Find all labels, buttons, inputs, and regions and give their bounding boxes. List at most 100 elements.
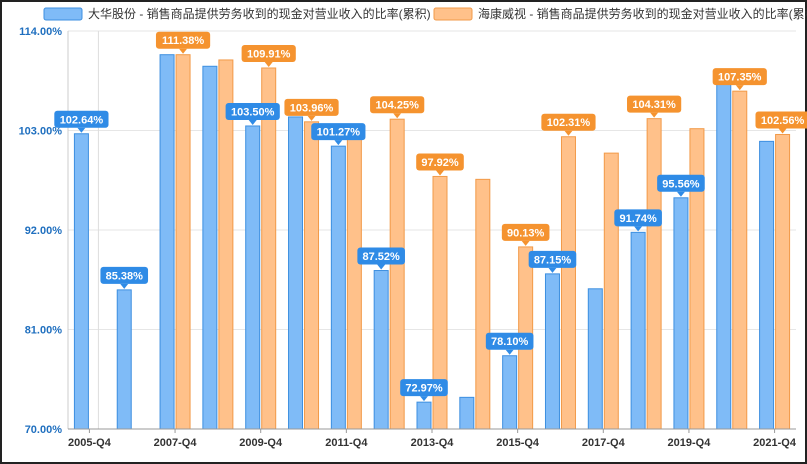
- data-label-box: [370, 96, 425, 114]
- data-label-box: [485, 332, 534, 350]
- bar-s0-6: [330, 145, 346, 430]
- data-label-s0-7: 87.52%: [357, 247, 405, 270]
- data-label-box: [400, 379, 448, 397]
- y-tick-label-0: 70.00%: [25, 424, 63, 436]
- data-label-text: 102.64%: [60, 114, 104, 126]
- legend-item-0: 大华股份 - 销售商品提供劳务收到的现金对营业收入的比率(累积): [43, 6, 431, 21]
- bar-s0-13: [630, 231, 646, 430]
- data-label-text: 87.15%: [534, 254, 572, 266]
- data-label-box: [100, 266, 149, 284]
- data-label-pointer: [248, 119, 257, 125]
- data-label-pointer: [307, 115, 316, 121]
- data-label-s1-13: 104.31%: [627, 95, 682, 118]
- data-label-box: [755, 111, 807, 129]
- bar-s0-12: [587, 288, 603, 430]
- bar-s1-15: [732, 90, 748, 430]
- data-label-s1-7: 104.25%: [370, 96, 425, 119]
- data-label-box: [155, 31, 211, 49]
- data-label-pointer: [436, 170, 444, 176]
- bar-s0-3: [202, 65, 218, 430]
- y-tick-label-1: 81.00%: [25, 325, 63, 337]
- data-label-box: [712, 68, 767, 86]
- bar-s1-12: [603, 152, 619, 430]
- data-labels-layer: 102.64% 85.38% 103.50% 101.27% 87.52% 72.97% 7…: [54, 31, 807, 402]
- data-label-text: 103.50%: [231, 106, 275, 118]
- legend: 大华股份 - 销售商品提供劳务收到的现金对营业收入的比率(累积) 海康威视 - 销…: [43, 6, 807, 21]
- bar-s1-11: [560, 136, 576, 430]
- data-label-box: [657, 174, 705, 192]
- data-label-box: [627, 95, 682, 113]
- x-tick-label-0: 2005-Q4: [68, 437, 112, 449]
- data-label-s0-11: 87.15%: [528, 250, 577, 273]
- data-label-pointer: [77, 127, 86, 133]
- legend-swatch-0: [43, 7, 83, 21]
- x-tick-label-12: 2017-Q4: [582, 437, 626, 449]
- data-label-pointer: [377, 264, 386, 270]
- x-tick-label-14: 2019-Q4: [668, 437, 712, 449]
- data-label-text: 102.31%: [547, 117, 591, 129]
- data-label-pointer: [505, 349, 514, 355]
- data-label-s0-4: 103.50%: [225, 102, 280, 125]
- data-label-pointer: [334, 140, 343, 146]
- bar-s0-9: [459, 396, 475, 430]
- data-label-pointer: [264, 61, 273, 67]
- bar-s1-14: [689, 128, 705, 430]
- data-label-box: [541, 113, 596, 131]
- data-label-s0-1: 85.38%: [100, 266, 149, 289]
- data-label-pointer: [521, 240, 530, 246]
- data-label-box: [241, 44, 296, 62]
- x-tick-label-8: 2013-Q4: [411, 437, 455, 449]
- data-label-s1-4: 109.91%: [241, 44, 296, 67]
- data-label-s0-14: 95.56%: [657, 174, 705, 197]
- data-label-s1-2: 111.38%: [155, 31, 211, 54]
- data-label-s0-10: 78.10%: [485, 332, 534, 355]
- x-tick-label-4: 2009-Q4: [239, 437, 283, 449]
- data-label-text: 111.38%: [162, 35, 204, 47]
- bar-s0-2: [159, 54, 175, 430]
- x-tick-label-16: 2021-Q4: [753, 437, 797, 449]
- data-label-box: [528, 250, 577, 268]
- bar-s1-4: [261, 67, 277, 430]
- data-label-s0-8: 72.97%: [400, 379, 448, 402]
- data-label-pointer: [393, 113, 402, 119]
- bar-s1-9: [475, 178, 491, 430]
- bar-s0-15: [716, 82, 732, 430]
- bars-layer: [73, 54, 791, 430]
- data-label-box: [614, 209, 662, 227]
- bar-s0-14: [673, 197, 689, 430]
- x-tick-label-10: 2015-Q4: [496, 437, 540, 449]
- bar-s0-11: [544, 273, 560, 430]
- y-tick-label-4: 114.00%: [19, 26, 62, 38]
- bar-s0-0: [73, 133, 89, 430]
- data-label-box: [501, 223, 550, 241]
- data-label-pointer: [650, 112, 659, 118]
- bar-s0-10: [502, 355, 518, 430]
- data-label-text: 90.13%: [507, 227, 545, 239]
- bar-s1-5: [304, 121, 320, 430]
- legend-swatch-1: [433, 7, 473, 21]
- bar-s0-1: [116, 289, 132, 430]
- data-label-text: 91.74%: [619, 213, 657, 225]
- bar-s1-2: [175, 54, 191, 430]
- data-label-s1-15: 107.35%: [712, 68, 767, 91]
- data-label-pointer: [778, 128, 787, 134]
- bar-s1-13: [646, 118, 662, 430]
- data-label-pointer: [420, 396, 428, 402]
- data-label-box: [357, 247, 405, 265]
- y-tick-label-2: 92.00%: [25, 225, 63, 237]
- bar-s0-16: [759, 140, 775, 430]
- legend-item-1: 海康威视 - 销售商品提供劳务收到的现金对营业收入的比率(累积): [433, 6, 807, 21]
- data-label-text: 95.56%: [662, 178, 700, 190]
- data-label-s1-16: 102.56%: [755, 111, 807, 134]
- data-label-s0-6: 101.27%: [311, 123, 366, 146]
- data-label-pointer: [676, 191, 685, 197]
- data-label-pointer: [735, 85, 744, 91]
- bar-s1-16: [775, 133, 791, 430]
- data-label-s0-0: 102.64%: [54, 110, 109, 133]
- data-label-text: 78.10%: [491, 336, 529, 348]
- x-tick-label-2: 2007-Q4: [154, 437, 198, 449]
- data-label-text: 101.27%: [317, 127, 361, 139]
- data-label-text: 104.25%: [375, 100, 419, 112]
- data-label-text: 97.92%: [421, 157, 459, 169]
